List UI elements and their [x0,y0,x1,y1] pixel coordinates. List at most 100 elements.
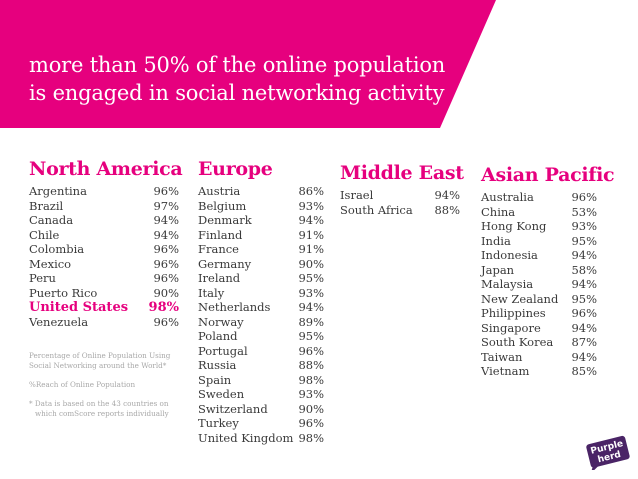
country-name: Colombia [29,242,85,256]
country-percentage: 96% [298,343,324,358]
country-row: Russia 88% [198,358,324,373]
country-name: Canada [29,213,74,227]
country-name: Finland [198,227,243,242]
country-row: Vietnam 85% [481,364,597,379]
country-row: United Kingdom 98% [198,431,324,446]
country-name: Venezuela [29,315,89,329]
country-percentage: 98% [298,372,324,387]
headline-line-1: more than 50% of the online population [29,53,446,77]
country-row: China 53% [481,205,597,220]
country-name: New Zealand [481,291,559,306]
country-row: Austria 86% [198,184,324,199]
country-row: Australia 96% [481,190,597,205]
country-name: Philippines [481,306,546,320]
country-percentage: 96% [153,315,179,329]
country-percentage: 96% [153,271,179,285]
purple-herd-logo: Purple herd [586,435,630,470]
country-percentage: 89% [298,314,324,329]
region-title: Europe [198,158,273,180]
region-title: North America [29,158,183,180]
country-row: South Africa 88% [340,203,460,218]
country-name: Switzerland [198,401,268,416]
country-name: Germany [198,256,252,271]
country-name: France [198,242,239,256]
country-name: China [481,204,516,219]
country-name: Belgium [198,198,247,213]
country-row: Switzerland 90% [198,402,324,417]
country-percentage: 96% [298,416,324,430]
note-chart-description: Percentage of Online Population Using So… [29,351,171,370]
country-row: Netherlands 94% [198,300,324,315]
country-name: Ireland [198,271,241,285]
country-row: New Zealand 95% [481,292,597,307]
country-percentage: 93% [298,387,324,401]
country-name: South Africa [340,202,413,217]
country-name: Peru [29,271,56,285]
country-row: Sweden 93% [198,387,324,402]
country-name: Netherlands [198,300,271,314]
country-percentage: 91% [298,227,324,242]
country-name: Singapore [481,320,541,335]
country-list: Austria 86% Belgium 93% Denmark 94% Finland 91%… [198,184,324,445]
country-name: Taiwan [481,349,523,364]
country-percentage: 93% [298,285,324,300]
country-row: Venezuela 96% [29,315,179,330]
country-row: Chile 94% [29,228,179,243]
country-list: Israel 94% South Africa 88% [340,188,460,217]
country-name: Mexico [29,256,72,271]
country-percentage: 53% [571,204,597,219]
country-row: United States 98% [29,300,179,315]
country-percentage: 94% [298,213,324,227]
country-row: Italy 93% [198,286,324,301]
footnotes: Percentage of Online Population Using So… [29,351,179,428]
country-row: Spain 98% [198,373,324,388]
country-name: Austria [198,184,241,198]
country-percentage: 58% [571,262,597,277]
region-title: Asian Pacific [481,164,615,186]
country-percentage: 94% [571,349,597,364]
country-name: Vietnam [481,364,530,378]
country-row: South Korea 87% [481,335,597,350]
country-name: Indonesia [481,248,538,262]
country-row: Canada 94% [29,213,179,228]
country-name: Spain [198,372,232,387]
country-name: Russia [198,358,237,372]
country-name: Australia [481,190,534,204]
country-percentage: 93% [298,198,324,213]
country-row: Ireland 95% [198,271,324,286]
country-row: Brazil 97% [29,199,179,214]
country-name: Italy [198,285,225,300]
country-name: Chile [29,227,60,242]
country-name: Portugal [198,343,248,358]
country-percentage: 96% [153,242,179,256]
country-percentage: 86% [298,184,324,198]
country-row: Peru 96% [29,271,179,286]
country-percentage: 94% [571,248,597,262]
country-percentage: 90% [153,285,179,300]
country-row: Poland 95% [198,329,324,344]
country-percentage: 94% [571,320,597,335]
country-row: Singapore 94% [481,321,597,336]
country-percentage: 98% [148,300,179,315]
country-percentage: 95% [298,271,324,285]
country-percentage: 94% [298,300,324,314]
country-percentage: 88% [298,358,324,372]
country-row: Colombia 96% [29,242,179,257]
country-percentage: 94% [153,227,179,242]
country-name: Hong Kong [481,219,547,233]
region-title: Middle East [340,162,464,184]
note-data-source: * Data is based on the 43 countries on w… [29,399,169,418]
country-percentage: 96% [153,256,179,271]
country-name: United Kingdom [198,430,294,445]
region-middle-east: Middle East Israel 94% South Africa 88% [340,162,464,217]
country-name: Norway [198,314,244,329]
country-name: South Korea [481,335,554,349]
country-name: United States [29,300,129,315]
country-percentage: 93% [571,219,597,233]
country-percentage: 90% [298,256,324,271]
country-row: Malaysia 94% [481,277,597,292]
country-row: Puerto Rico 90% [29,286,179,301]
country-name: Sweden [198,387,245,401]
country-name: Israel [340,188,374,202]
region-north-america: North America Argentina 96% Brazil 97% Canad… [29,158,183,330]
